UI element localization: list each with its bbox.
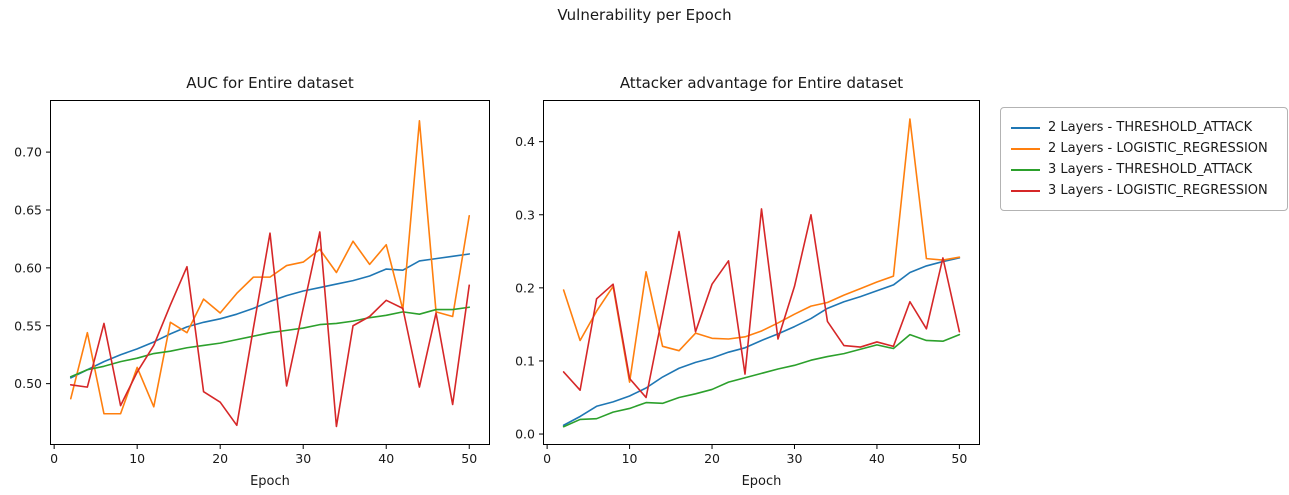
legend-item: 2 Layers - THRESHOLD_ATTACK xyxy=(1011,117,1277,138)
svg-text:0.2: 0.2 xyxy=(515,280,535,295)
legend-line-swatch-blue xyxy=(1011,126,1040,129)
legend-line-swatch-red xyxy=(1011,189,1040,192)
svg-text:0.60: 0.60 xyxy=(14,260,42,275)
auc-chart-plot-area: 0 10 20 30 40 50 0.50 0.55 0.60 0.65 0.70 xyxy=(14,100,490,466)
legend-label: 2 Layers - LOGISTIC_REGRESSION xyxy=(1048,141,1268,156)
svg-text:40: 40 xyxy=(869,451,885,466)
svg-text:0.1: 0.1 xyxy=(515,353,535,368)
svg-text:0.4: 0.4 xyxy=(515,134,535,149)
legend-line-swatch-orange xyxy=(1011,147,1040,150)
advantage-chart-plot-area: 0 10 20 30 40 50 0.0 0.1 0.2 0.3 0.4 xyxy=(515,100,980,466)
auc-chart-title: AUC for Entire dataset xyxy=(186,74,354,92)
legend-label: 2 Layers - THRESHOLD_ATTACK xyxy=(1048,120,1253,135)
svg-text:50: 50 xyxy=(951,451,967,466)
auc-x-axis-label: Epoch xyxy=(250,474,290,489)
legend-item: 2 Layers - LOGISTIC_REGRESSION xyxy=(1011,138,1277,159)
figure-title: Vulnerability per Epoch xyxy=(557,6,732,24)
svg-text:20: 20 xyxy=(212,451,228,466)
svg-text:30: 30 xyxy=(787,451,803,466)
svg-text:10: 10 xyxy=(129,451,145,466)
legend: 2 Layers - THRESHOLD_ATTACK 2 Layers - L… xyxy=(1000,107,1288,211)
advantage-x-axis-label: Epoch xyxy=(741,474,782,489)
svg-text:50: 50 xyxy=(461,451,477,466)
legend-item: 3 Layers - THRESHOLD_ATTACK xyxy=(1011,159,1277,180)
advantage-chart-title: Attacker advantage for Entire dataset xyxy=(619,74,904,92)
svg-text:20: 20 xyxy=(704,451,720,466)
svg-text:0.55: 0.55 xyxy=(14,318,42,333)
svg-text:0.3: 0.3 xyxy=(515,207,535,222)
svg-text:40: 40 xyxy=(378,451,394,466)
legend-label: 3 Layers - LOGISTIC_REGRESSION xyxy=(1048,183,1268,198)
legend-line-swatch-green xyxy=(1011,168,1040,171)
svg-text:0.0: 0.0 xyxy=(515,427,535,442)
legend-label: 3 Layers - THRESHOLD_ATTACK xyxy=(1048,162,1253,177)
svg-text:30: 30 xyxy=(295,451,311,466)
svg-text:0.65: 0.65 xyxy=(14,202,42,217)
svg-text:0.70: 0.70 xyxy=(14,145,42,160)
legend-item: 3 Layers - LOGISTIC_REGRESSION xyxy=(1011,180,1277,201)
auc-chart: AUC for Entire dataset 0 10 20 30 40 50 0.50 0.… xyxy=(14,74,490,489)
advantage-chart: Attacker advantage for Entire dataset 0 1… xyxy=(515,74,980,489)
svg-text:0: 0 xyxy=(543,451,551,466)
svg-text:10: 10 xyxy=(622,451,638,466)
svg-text:0.50: 0.50 xyxy=(14,376,42,391)
svg-text:0: 0 xyxy=(50,451,58,466)
